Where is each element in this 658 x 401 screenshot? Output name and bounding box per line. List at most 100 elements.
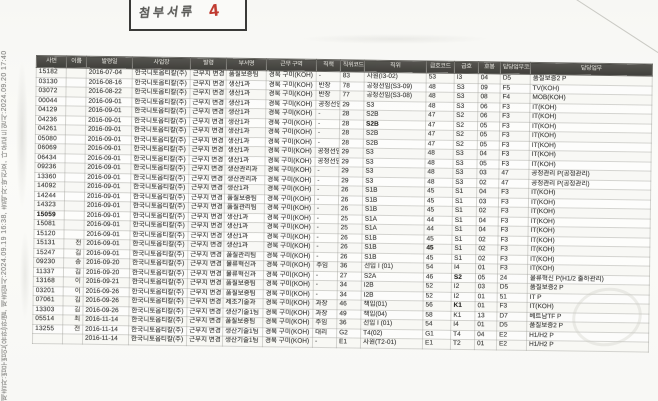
table-cell: S3: [363, 148, 426, 159]
table-cell: 47: [498, 178, 529, 189]
table-cell: 경북 구미(KOH): [263, 241, 314, 252]
table-cell: 과장: [312, 308, 337, 319]
table-cell: 이: [63, 286, 84, 297]
table-cell: 전: [63, 238, 84, 249]
table-cell: 52: [423, 291, 452, 302]
table-cell: 전: [62, 324, 83, 335]
header-cell: 발령일: [86, 56, 133, 69]
table-cell: S3: [453, 101, 478, 112]
table-cell: 2016-09-01: [84, 220, 131, 231]
header-cell: 호봉: [478, 61, 501, 74]
header-cell: 직책: [316, 59, 341, 72]
table-cell: S1B: [362, 195, 425, 206]
table-cell: 최: [62, 314, 83, 325]
table-cell: 근무지 변경: [189, 107, 226, 118]
table-cell: [65, 143, 86, 154]
table-cell: -: [314, 185, 339, 196]
table-cell: 경북 구미(KOH): [263, 232, 315, 243]
scan-smudge: [300, 34, 490, 44]
table-cell: 56: [422, 300, 452, 311]
table-cell: 45: [424, 196, 453, 207]
table-cell: 생산1과: [224, 155, 266, 166]
table-cell: 06: [477, 102, 500, 112]
table-cell: S1: [451, 253, 476, 264]
table-cell: 생산관리과: [224, 165, 265, 176]
table-cell: 13168: [33, 276, 64, 287]
table-cell: 34: [337, 280, 362, 291]
table-cell: 2016-09-01: [84, 191, 131, 202]
table-cell: 2016-09-01: [83, 239, 130, 250]
table-cell: S3: [362, 157, 426, 168]
table-cell: 28: [339, 138, 364, 149]
table-cell: 01: [474, 320, 497, 331]
table-cell: 14092: [34, 181, 65, 192]
table-cell: 2016-09-01: [84, 172, 131, 183]
table-cell: 생산기술1팀: [222, 307, 263, 318]
table-cell: 김: [62, 305, 84, 316]
table-cell: -: [316, 71, 341, 82]
table-cell: 한국니토옵티칼(주): [129, 230, 189, 241]
table-cell: 경북 구미(KOH): [266, 70, 317, 81]
table-cell: 경북 구미(KOH): [263, 260, 314, 271]
table-cell: 46: [423, 272, 452, 283]
table-cell: 26: [337, 233, 363, 244]
table-cell: -: [313, 251, 338, 262]
table-cell: S1: [452, 196, 477, 207]
table-cell: S1A: [362, 224, 425, 235]
table-cell: 경북 구미(KOH): [264, 165, 315, 176]
table-cell: 2016-09-01: [84, 182, 131, 193]
table-cell: K1: [450, 301, 476, 312]
table-cell: [63, 229, 85, 240]
table-cell: 경북 구미(KOH): [265, 89, 317, 100]
table-cell: S3: [452, 158, 478, 169]
table-cell: S3: [362, 176, 425, 187]
table-cell: 경북 구미(KOH): [263, 251, 314, 262]
scan-smudge: [16, 60, 28, 210]
efiling-watermark: 제출자:법무법인(유한)한별, 제출일시:2024.09.19 16:38, 출…: [1, 50, 8, 401]
table-cell: 생산1과: [223, 231, 265, 242]
table-cell: 29: [339, 147, 364, 158]
table-cell: 03: [476, 168, 499, 179]
table-cell: 53: [426, 72, 455, 83]
table-cell: [65, 134, 86, 145]
table-cell: 15131: [33, 238, 64, 249]
table-cell: F3: [498, 216, 529, 227]
table-cell: [32, 333, 63, 344]
table-cell: 한국니토옵티칼(주): [132, 68, 191, 80]
stamp-exhibit-number: 4: [208, 0, 220, 21]
table-cell: 근무지 변경: [188, 155, 226, 166]
table-cell: 품질관리팀: [223, 250, 264, 261]
stamp-label: 첨부서류: [137, 3, 197, 20]
table-cell: F3: [497, 254, 528, 265]
table-cell: 48: [424, 158, 454, 169]
table-cell: K1: [450, 310, 475, 321]
table-cell: 근무지 변경: [186, 335, 223, 346]
table-cell: 김: [63, 267, 84, 278]
table-cell: 생산1과: [226, 79, 267, 90]
header-cell: 부서명: [226, 58, 267, 71]
table-cell: 생산1과: [224, 212, 265, 223]
table-cell: 생산1과: [225, 127, 266, 138]
table-cell: 2016-09-01: [83, 248, 130, 259]
table-cell: 04: [478, 73, 501, 84]
table-cell: -: [314, 194, 339, 205]
table-cell: [64, 191, 85, 202]
table-cell: E2: [496, 330, 527, 341]
table-cell: 13303: [32, 304, 64, 315]
table-cell: S1A: [362, 214, 425, 225]
table-cell: 03: [475, 282, 498, 293]
table-cell: 44: [424, 215, 453, 226]
table-cell: 04261: [35, 124, 66, 135]
table-cell: 06: [477, 111, 500, 122]
table-cell: 45: [424, 205, 453, 216]
table-cell: 2016-09-20: [83, 258, 130, 269]
table-cell: 45: [423, 243, 452, 254]
table-cell: [64, 210, 85, 221]
table-cell: S2: [453, 120, 478, 131]
table-cell: 경북 구미(KOH): [265, 127, 316, 138]
table-cell: 48: [424, 177, 453, 188]
table-cell: 송: [63, 257, 84, 268]
header-cell: 직위코드: [340, 59, 365, 73]
table-cell: 46: [336, 299, 362, 310]
table-cell: 근무지 변경: [187, 240, 224, 251]
